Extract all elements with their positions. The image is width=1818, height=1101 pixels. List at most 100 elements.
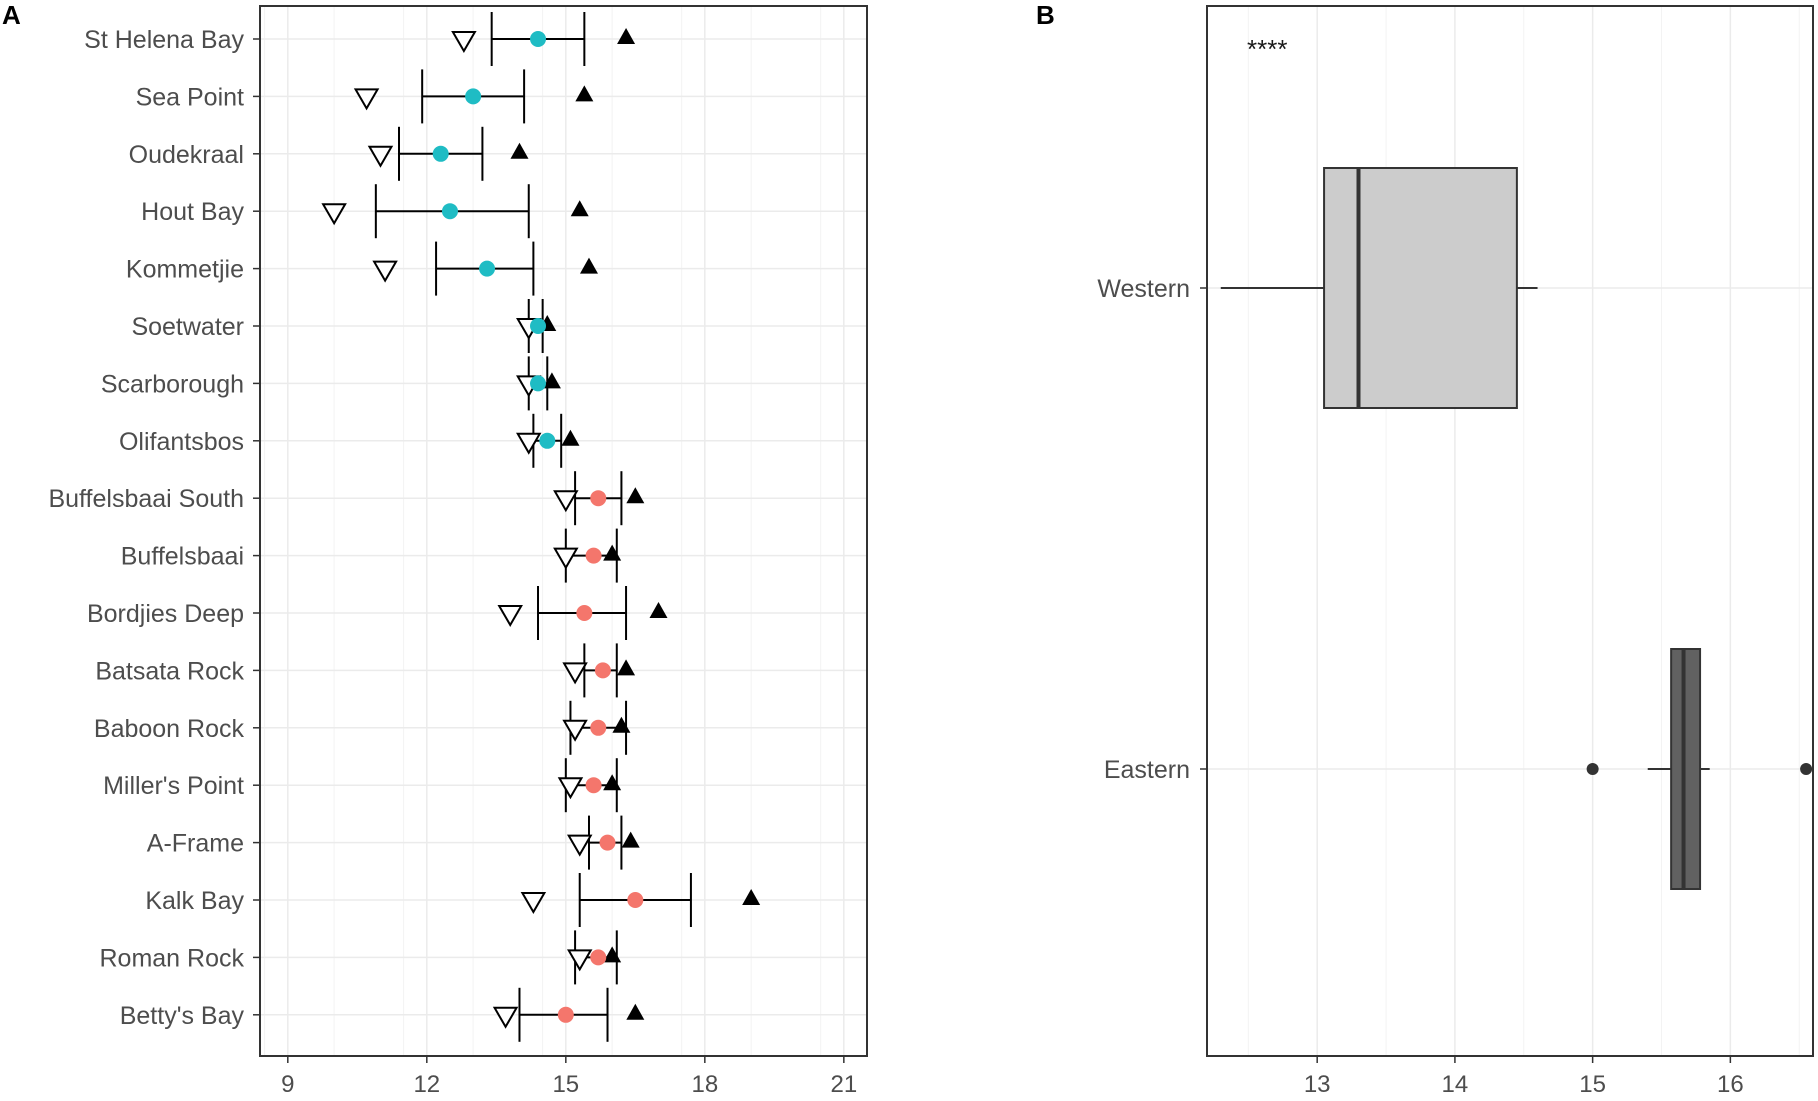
mean-point — [530, 31, 547, 47]
mean-point — [594, 662, 611, 679]
site-row — [451, 12, 636, 66]
panel-b-frame — [1206, 5, 1814, 1057]
min-marker — [353, 88, 380, 111]
min-marker — [451, 31, 477, 53]
site-row — [367, 126, 529, 181]
x-tick-label: 18 — [691, 1071, 718, 1098]
site-row — [553, 471, 645, 526]
site-row — [516, 413, 580, 468]
box — [1323, 167, 1518, 409]
mean-point — [530, 375, 547, 392]
min-marker — [520, 892, 547, 914]
site-row — [516, 299, 557, 353]
site-label: A-Frame — [147, 830, 244, 858]
max-marker — [603, 544, 622, 561]
min-marker — [516, 432, 542, 455]
max-marker — [542, 372, 561, 389]
mean-point — [590, 949, 607, 966]
significance-annotation: **** — [1247, 34, 1287, 64]
max-marker — [510, 142, 529, 159]
max-marker — [742, 889, 761, 905]
site-label: Olifantsbos — [119, 428, 244, 456]
site-row — [321, 184, 589, 239]
x-tick-label: 15 — [1579, 1071, 1606, 1098]
panel-a-site-temperatures: 9 12 15 18 21 St Helena Bay Sea Point Oudekraal… — [48, 5, 868, 1098]
site-label: Betty's Bay — [120, 1002, 245, 1030]
box-group — [1220, 167, 1538, 409]
site-label: Roman Rock — [100, 944, 245, 972]
site-label: St Helena Bay — [84, 26, 244, 54]
site-label: Buffelsbaai — [121, 543, 244, 571]
box-group — [1586, 648, 1813, 890]
site-row — [516, 356, 561, 411]
max-marker — [570, 200, 589, 217]
panel-b-letter: B — [1036, 0, 1055, 30]
site-label: Baboon Rock — [94, 715, 245, 743]
mean-point — [590, 719, 607, 736]
site-row — [492, 987, 645, 1042]
max-marker — [612, 716, 631, 733]
site-label: Kommetjie — [126, 256, 244, 284]
max-marker — [617, 28, 636, 44]
site-row — [372, 241, 598, 296]
x-tick-label: 13 — [1304, 1071, 1331, 1098]
mean-point — [530, 318, 547, 334]
group-label: Eastern — [1104, 756, 1190, 784]
min-marker — [562, 719, 588, 742]
mean-point — [557, 1006, 574, 1023]
max-marker — [649, 602, 668, 618]
site-label: Bordjies Deep — [87, 600, 244, 628]
mean-point — [465, 88, 482, 105]
mean-point — [432, 145, 449, 162]
mean-point — [599, 834, 616, 851]
mean-point — [585, 547, 602, 564]
x-tick-label: 12 — [413, 1071, 440, 1098]
site-label: Soetwater — [131, 313, 244, 341]
site-label: Sea Point — [136, 83, 244, 111]
site-label: Kalk Bay — [145, 887, 244, 915]
min-marker — [497, 605, 523, 627]
max-marker — [617, 659, 636, 676]
min-marker — [557, 777, 584, 800]
group-label: Western — [1097, 275, 1190, 303]
site-label: Buffelsbaai South — [48, 485, 244, 513]
outlier-point — [1800, 763, 1813, 775]
panel-a-frame — [259, 5, 868, 1057]
panel-a-gridlines — [260, 6, 867, 1056]
site-row — [562, 700, 631, 755]
min-marker — [553, 490, 579, 513]
max-marker — [579, 257, 598, 274]
x-tick-label: 21 — [830, 1071, 857, 1098]
mean-point — [479, 260, 496, 277]
panel-b-region-boxplot: 13 14 15 16 Western Eastern **** — [1097, 5, 1814, 1098]
max-marker — [575, 85, 594, 102]
mean-point — [590, 490, 607, 507]
x-tick-label: 16 — [1717, 1071, 1744, 1098]
x-tick-label: 14 — [1442, 1071, 1469, 1098]
mean-point — [539, 432, 556, 449]
min-marker — [492, 1006, 519, 1029]
panel-b-gridlines — [1207, 6, 1813, 1056]
site-row — [566, 930, 622, 985]
min-marker — [372, 260, 398, 283]
mean-point — [627, 892, 644, 908]
min-marker — [562, 662, 588, 685]
min-marker — [367, 145, 394, 168]
site-label: Scarborough — [101, 370, 244, 398]
site-row — [497, 586, 668, 640]
site-row — [353, 69, 594, 124]
max-marker — [603, 774, 622, 791]
min-marker — [566, 834, 593, 857]
site-label: Oudekraal — [129, 141, 244, 169]
panel-a-marks — [321, 12, 761, 1042]
min-marker — [566, 949, 593, 972]
panel-b-marks — [1220, 167, 1813, 890]
max-marker — [626, 487, 645, 504]
x-tick-label: 15 — [552, 1071, 579, 1098]
site-row — [566, 815, 640, 870]
site-row — [553, 528, 622, 583]
box — [1670, 648, 1702, 890]
x-tick-label: 9 — [281, 1071, 294, 1098]
site-row — [557, 758, 622, 813]
